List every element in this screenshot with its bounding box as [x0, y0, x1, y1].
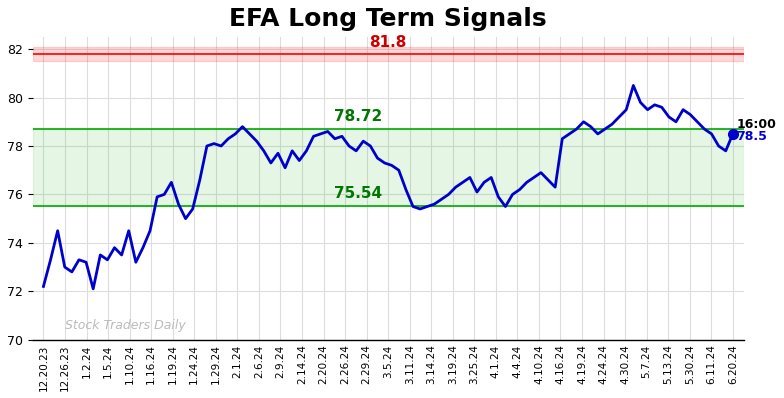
Text: 81.8: 81.8	[369, 35, 407, 50]
Bar	[33, 47, 744, 61]
Text: 78.5: 78.5	[736, 130, 767, 143]
Text: 75.54: 75.54	[334, 186, 383, 201]
Title: EFA Long Term Signals: EFA Long Term Signals	[230, 7, 547, 31]
Text: 78.72: 78.72	[334, 109, 383, 124]
Text: 16:00: 16:00	[736, 118, 776, 131]
Bar	[33, 129, 744, 205]
Text: Stock Traders Daily: Stock Traders Daily	[65, 320, 186, 332]
